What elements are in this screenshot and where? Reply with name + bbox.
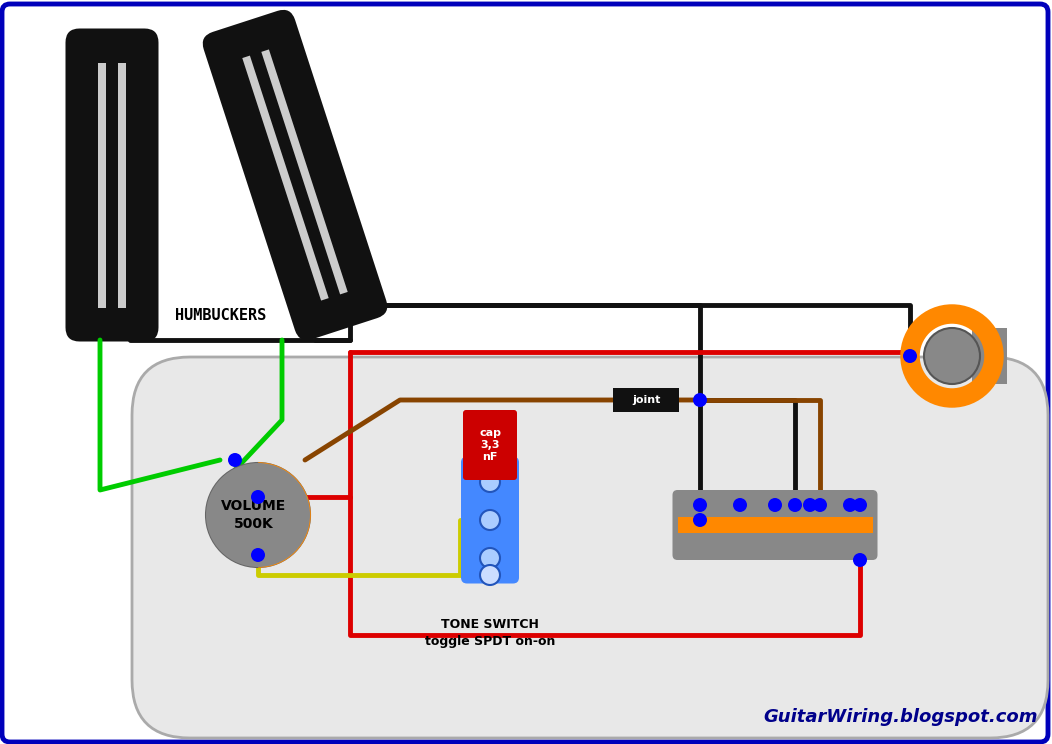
Circle shape: [903, 349, 917, 363]
Circle shape: [206, 463, 310, 567]
Bar: [242, 56, 328, 301]
Text: cap
3,3
nF: cap 3,3 nF: [479, 429, 501, 461]
Circle shape: [480, 565, 500, 585]
FancyBboxPatch shape: [613, 388, 679, 412]
Circle shape: [788, 498, 802, 512]
Circle shape: [251, 490, 265, 504]
FancyBboxPatch shape: [672, 490, 877, 560]
Circle shape: [480, 510, 500, 530]
Bar: [118, 62, 126, 307]
Bar: [261, 49, 348, 295]
Circle shape: [853, 498, 867, 512]
FancyBboxPatch shape: [203, 10, 387, 340]
Text: TONE SWITCH
toggle SPDT on-on: TONE SWITCH toggle SPDT on-on: [425, 618, 555, 648]
Bar: [98, 62, 106, 307]
Circle shape: [228, 453, 242, 467]
Text: GuitarWiring.blogspot.com: GuitarWiring.blogspot.com: [764, 708, 1038, 726]
FancyBboxPatch shape: [461, 457, 519, 583]
Circle shape: [251, 548, 265, 562]
Text: VOLUME
500K: VOLUME 500K: [221, 499, 286, 530]
Circle shape: [693, 513, 707, 527]
FancyBboxPatch shape: [132, 357, 1048, 738]
Circle shape: [693, 393, 707, 407]
Circle shape: [803, 498, 817, 512]
Circle shape: [733, 498, 747, 512]
Circle shape: [693, 498, 707, 512]
Circle shape: [768, 498, 782, 512]
Text: joint: joint: [632, 395, 661, 405]
Circle shape: [853, 553, 867, 567]
FancyBboxPatch shape: [65, 28, 159, 341]
Circle shape: [480, 548, 500, 568]
Bar: [677, 517, 872, 533]
Bar: [972, 328, 1007, 384]
FancyBboxPatch shape: [2, 4, 1048, 742]
Circle shape: [206, 463, 310, 567]
Text: HUMBUCKERS: HUMBUCKERS: [175, 307, 266, 322]
Circle shape: [813, 498, 827, 512]
Circle shape: [480, 472, 500, 492]
Circle shape: [924, 328, 980, 384]
FancyBboxPatch shape: [463, 410, 517, 480]
Circle shape: [843, 498, 857, 512]
